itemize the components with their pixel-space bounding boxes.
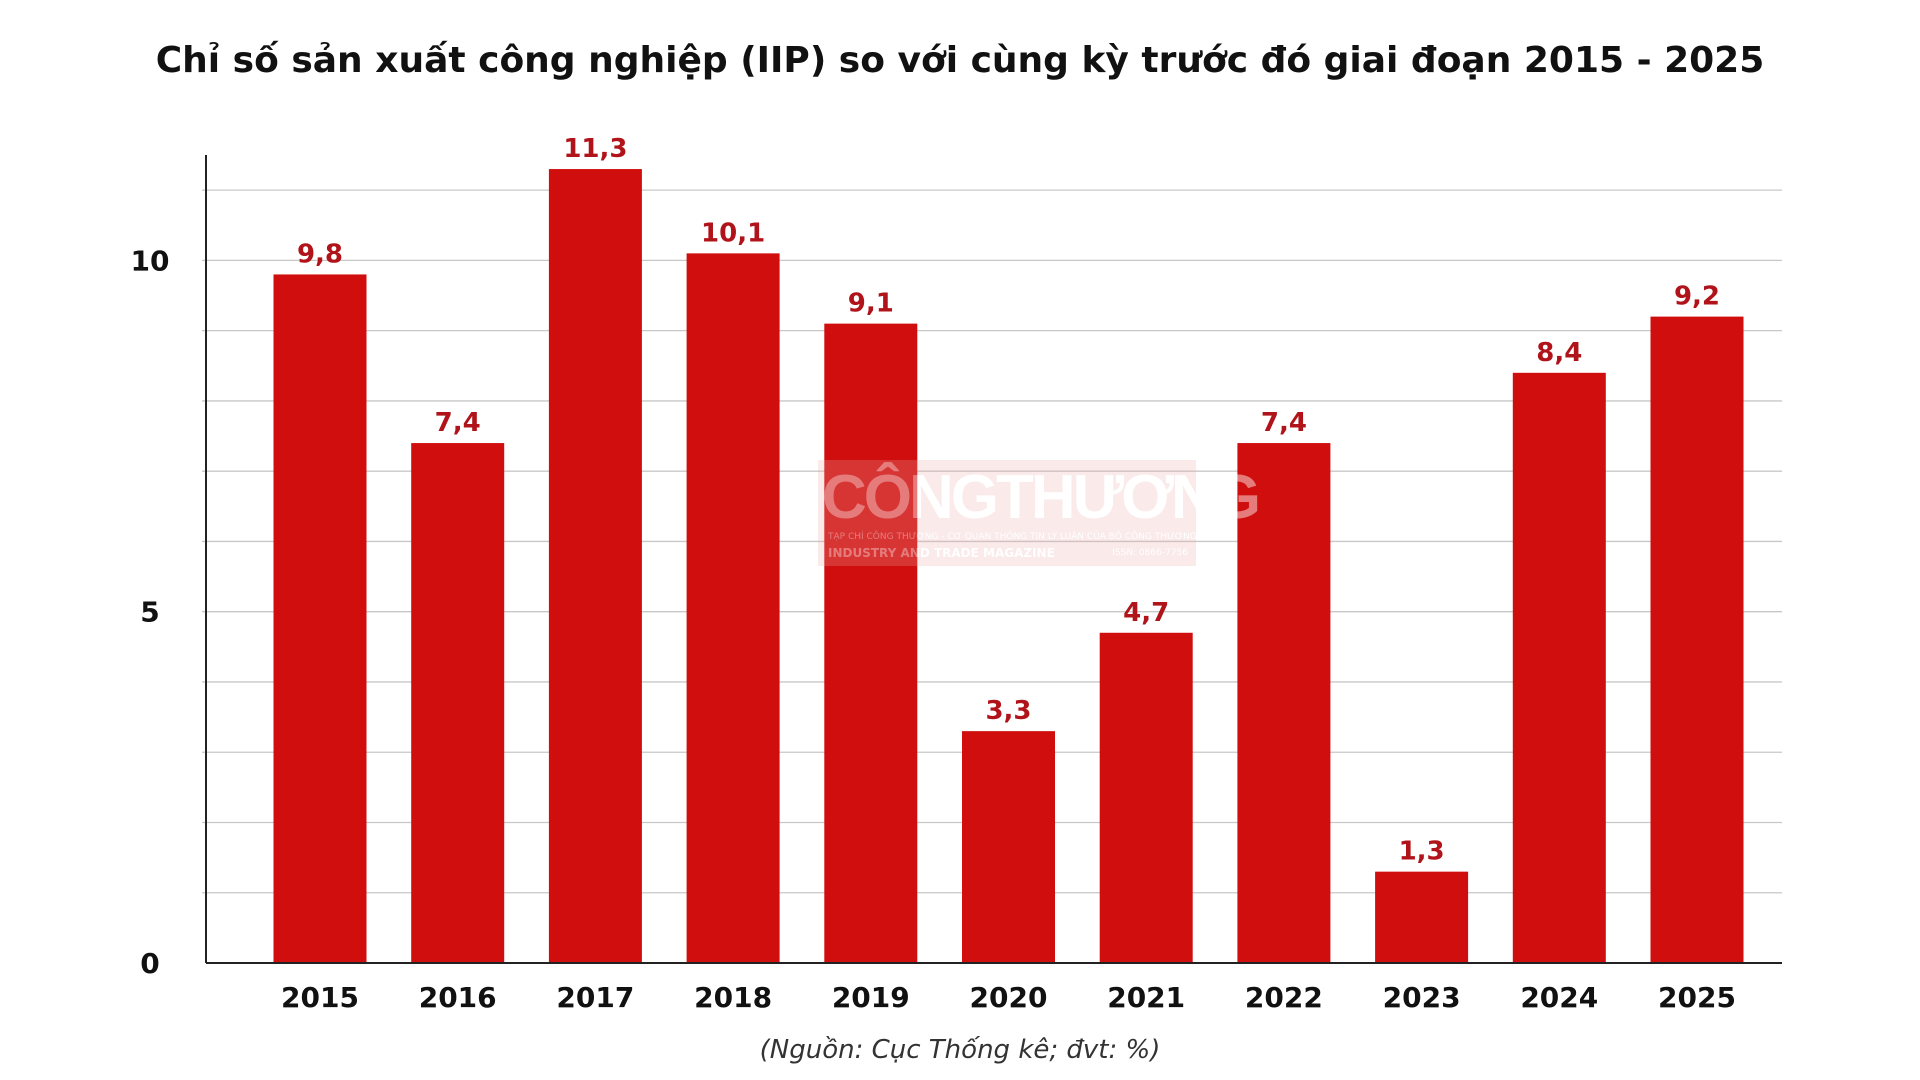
data-label-2024: 8,4: [1536, 338, 1582, 368]
bar-2018: [686, 253, 780, 963]
data-label-2020: 3,3: [985, 696, 1031, 726]
bar-2019: [824, 323, 918, 963]
bar-2025: [1650, 316, 1744, 964]
data-label-2017: 11,3: [563, 134, 627, 164]
data-label-2022: 7,4: [1261, 408, 1307, 438]
x-tick-label-2022: 2022: [1245, 981, 1323, 1014]
data-label-2023: 1,3: [1399, 837, 1445, 867]
x-tick-label-2015: 2015: [281, 981, 359, 1014]
bar-2021: [1099, 632, 1193, 963]
x-tick-label-2018: 2018: [694, 981, 772, 1014]
x-tick-label-2025: 2025: [1658, 981, 1736, 1014]
bar-2020: [962, 731, 1055, 963]
y-tick-label: 5: [140, 596, 159, 629]
x-tick-label-2023: 2023: [1383, 981, 1461, 1014]
bar-2023: [1375, 871, 1469, 963]
chart-title: Chỉ số sản xuất công nghiệp (IIP) so với…: [155, 40, 1765, 81]
y-tick-label: 10: [131, 244, 170, 277]
bar-2016: [411, 443, 505, 963]
y-tick-label: 0: [140, 947, 159, 980]
x-tick-label-2017: 2017: [556, 981, 634, 1014]
bar-2022: [1237, 443, 1331, 963]
data-label-2016: 7,4: [435, 408, 481, 438]
bar-2017: [548, 169, 642, 963]
data-label-2019: 9,1: [848, 289, 894, 319]
bar-2015: [273, 274, 367, 963]
data-label-2018: 10,1: [701, 218, 765, 248]
x-tick-label-2020: 2020: [970, 981, 1048, 1014]
x-tick-label-2021: 2021: [1107, 981, 1185, 1014]
data-label-2025: 9,2: [1674, 282, 1720, 312]
source-note: (Nguồn: Cục Thống kê; đvt: %): [759, 1035, 1161, 1065]
x-tick-label-2024: 2024: [1520, 981, 1598, 1014]
x-tick-label-2016: 2016: [419, 981, 497, 1014]
x-tick-label-2019: 2019: [832, 981, 910, 1014]
data-label-2015: 9,8: [297, 239, 343, 269]
data-label-2021: 4,7: [1123, 598, 1169, 628]
bar-2024: [1512, 372, 1606, 963]
